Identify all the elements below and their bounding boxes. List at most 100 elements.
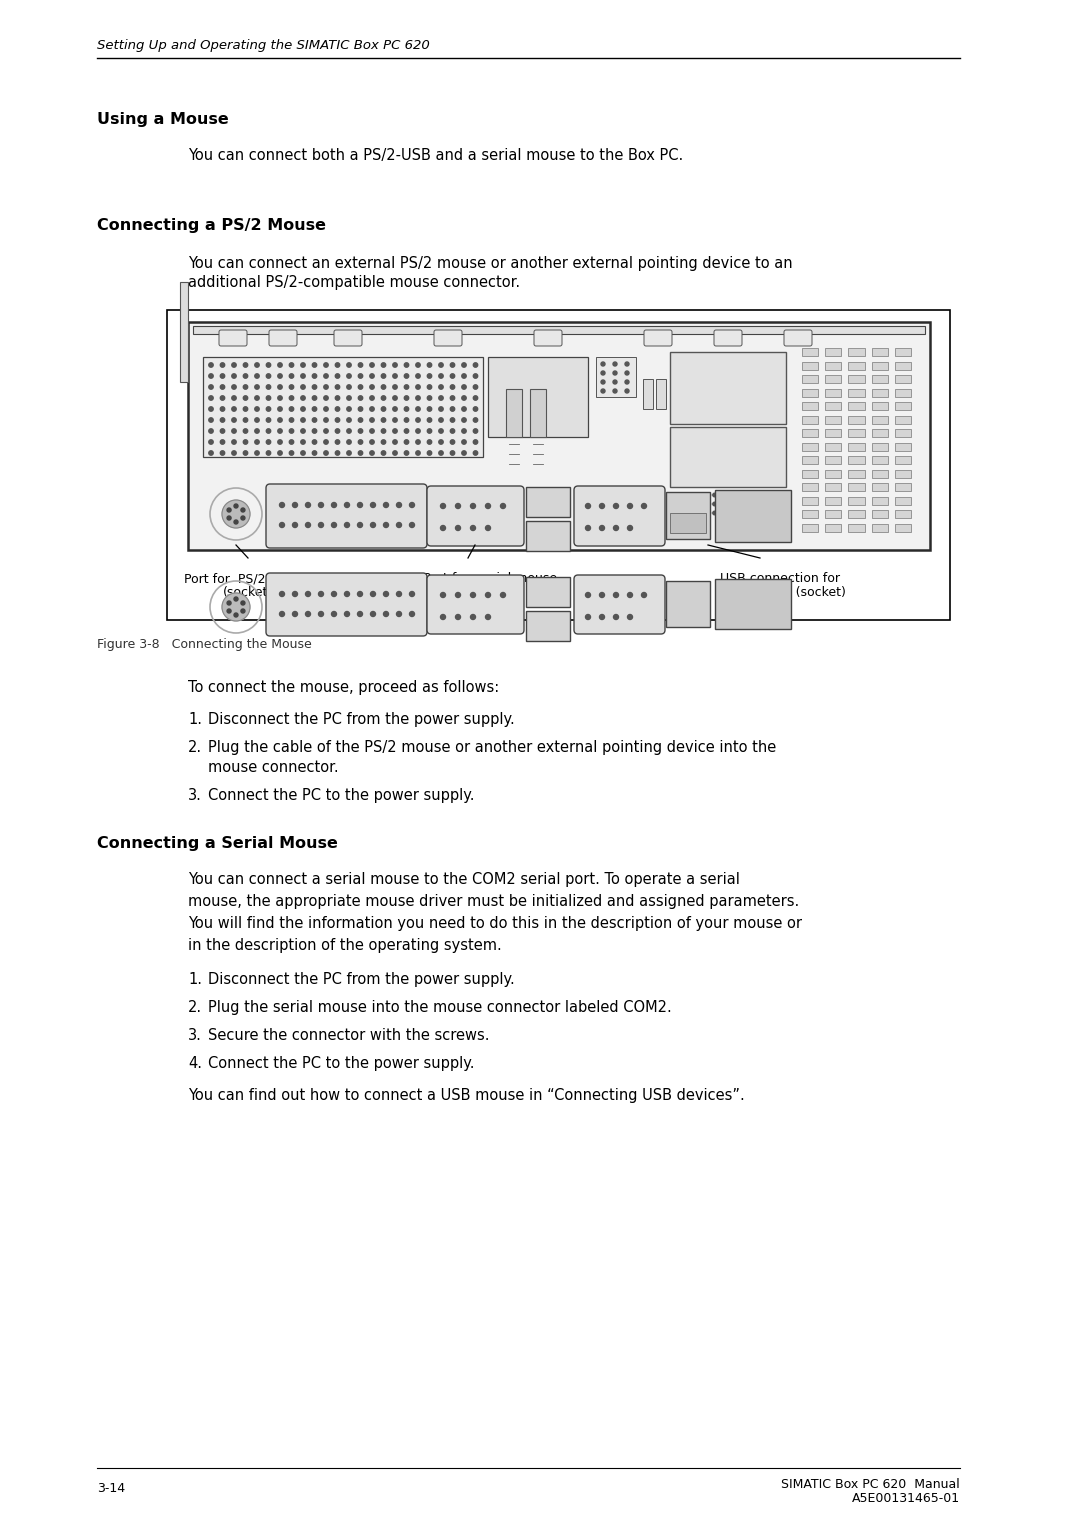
Circle shape [267,429,271,434]
Circle shape [220,429,225,434]
Circle shape [369,374,374,379]
Circle shape [404,417,408,422]
Circle shape [220,362,225,367]
Circle shape [441,593,446,597]
Bar [670,513,706,533]
Circle shape [381,417,386,422]
Circle shape [462,440,467,445]
Circle shape [713,494,716,497]
Text: Plug the cable of the PS/2 mouse or another external pointing device into the: Plug the cable of the PS/2 mouse or anot… [208,740,777,755]
Circle shape [255,406,259,411]
Circle shape [208,406,213,411]
Circle shape [255,440,259,445]
Text: additional PS/2-compatible mouse connector.: additional PS/2-compatible mouse connect… [188,275,521,290]
Circle shape [319,523,324,527]
Circle shape [293,611,297,616]
Circle shape [255,385,259,390]
Circle shape [345,503,350,507]
Circle shape [347,406,351,411]
Bar [666,581,710,626]
Circle shape [409,591,415,596]
Circle shape [267,374,271,379]
Circle shape [765,503,769,506]
Circle shape [696,512,699,515]
Circle shape [428,440,432,445]
Text: 4.: 4. [188,1056,202,1071]
Circle shape [456,593,460,597]
Circle shape [345,591,350,596]
Circle shape [438,440,443,445]
Circle shape [241,601,245,605]
Bar [848,510,865,518]
Circle shape [735,503,740,506]
Circle shape [450,362,455,367]
Bar [848,443,865,451]
Circle shape [289,406,294,411]
Circle shape [289,385,294,390]
Circle shape [701,512,705,515]
Circle shape [462,451,467,455]
Bar [801,455,818,465]
Bar [801,402,818,410]
Text: Port for  PS/2 mouse: Port for PS/2 mouse [185,571,312,585]
Circle shape [450,374,455,379]
FancyBboxPatch shape [269,330,297,345]
Circle shape [416,406,420,411]
Text: You can find out how to connect a USB mouse in “Connecting USB devices”.: You can find out how to connect a USB mo… [188,1088,745,1103]
Circle shape [301,429,306,434]
Circle shape [747,512,752,515]
Circle shape [347,417,351,422]
Bar [895,510,912,518]
Circle shape [324,429,328,434]
Bar [848,416,865,423]
Circle shape [278,440,282,445]
Bar [848,362,865,370]
Circle shape [208,362,213,367]
Circle shape [409,503,415,507]
Text: Disconnect the PC from the power supply.: Disconnect the PC from the power supply. [208,972,515,987]
Circle shape [319,611,324,616]
Circle shape [777,494,780,497]
Circle shape [289,440,294,445]
Circle shape [267,396,271,400]
Circle shape [696,503,699,506]
Circle shape [345,611,350,616]
Circle shape [600,390,605,393]
Circle shape [672,503,676,506]
Bar [825,362,841,370]
Circle shape [771,503,774,506]
Bar [872,348,888,356]
Circle shape [500,593,505,597]
Circle shape [369,396,374,400]
Circle shape [393,406,397,411]
Circle shape [312,385,316,390]
Circle shape [312,417,316,422]
Circle shape [416,374,420,379]
Circle shape [232,406,237,411]
Circle shape [241,516,245,520]
Circle shape [404,451,408,455]
Circle shape [232,440,237,445]
Circle shape [319,503,324,507]
Circle shape [220,440,225,445]
Circle shape [438,406,443,411]
Bar [825,483,841,490]
Circle shape [730,512,733,515]
Circle shape [393,362,397,367]
Text: A5E00131465-01: A5E00131465-01 [852,1491,960,1505]
Circle shape [369,429,374,434]
Circle shape [613,504,619,509]
Text: You can connect a serial mouse to the COM2 serial port. To operate a serial: You can connect a serial mouse to the CO… [188,872,740,886]
Circle shape [293,503,297,507]
Circle shape [220,451,225,455]
Circle shape [428,429,432,434]
Circle shape [381,451,386,455]
Circle shape [234,613,238,617]
Circle shape [701,494,705,497]
Bar [825,402,841,410]
Circle shape [473,451,477,455]
Bar [872,524,888,532]
Circle shape [359,396,363,400]
Circle shape [369,362,374,367]
Circle shape [280,611,284,616]
